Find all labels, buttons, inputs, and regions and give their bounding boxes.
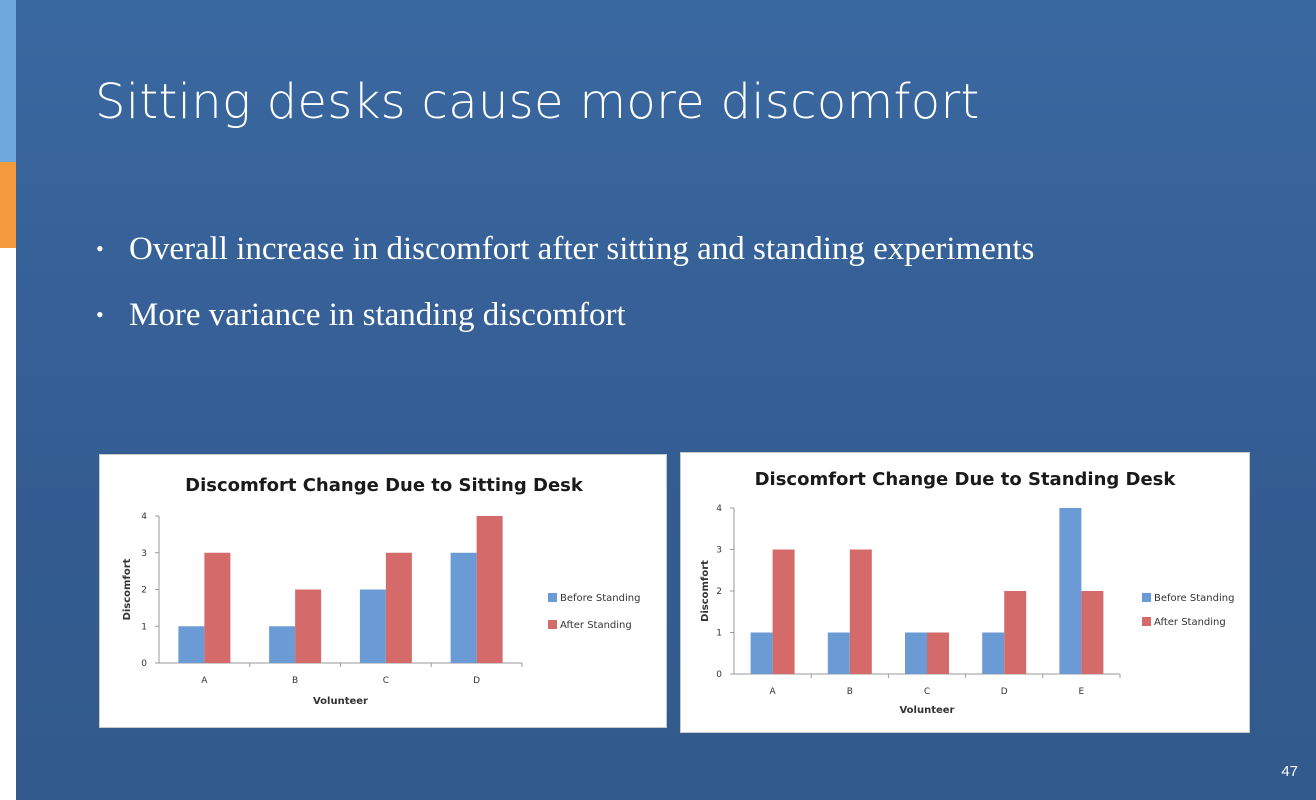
slide-title: Sitting desks cause more discomfort xyxy=(95,74,980,130)
y-tick-label: 4 xyxy=(716,504,722,514)
bar-before xyxy=(750,632,773,674)
bar-before xyxy=(905,632,927,674)
x-axis-label: Volunteer xyxy=(313,696,368,707)
standing-chart-frame: Discomfort Change Due to Standing Desk 0 1… xyxy=(680,452,1250,733)
bar-after xyxy=(927,632,949,674)
x-tick-label: D xyxy=(1001,687,1008,697)
legend-swatch xyxy=(548,620,557,629)
page-number: 47 xyxy=(1281,763,1298,780)
bar-before xyxy=(359,589,386,663)
x-tick-label: E xyxy=(1079,687,1085,697)
y-tick-label: 0 xyxy=(716,670,722,680)
x-tick-label: D xyxy=(473,676,480,686)
legend-label: Before Standing xyxy=(1154,593,1234,604)
accent-bar-blue xyxy=(0,0,16,162)
legend-swatch xyxy=(548,593,557,602)
y-tick-label: 2 xyxy=(716,587,722,597)
legend-swatch xyxy=(1142,617,1151,626)
x-tick-label: A xyxy=(770,687,777,697)
y-tick-label: 4 xyxy=(141,512,147,522)
legend-label: After Standing xyxy=(560,620,632,631)
y-tick-label: 1 xyxy=(141,622,147,632)
x-tick-label: B xyxy=(847,687,853,697)
accent-bar-orange xyxy=(0,162,16,248)
bar-after xyxy=(204,552,231,663)
chart-title: Discomfort Change Due to Sitting Desk xyxy=(185,475,584,496)
y-tick-label: 0 xyxy=(141,659,147,669)
x-tick-label: A xyxy=(201,676,208,686)
bar-after xyxy=(849,549,872,674)
y-axis-label: Discomfort xyxy=(700,560,711,622)
y-axis-label: Discomfort xyxy=(122,558,133,620)
bullet-item: • Overall increase in discomfort after s… xyxy=(96,228,1076,270)
x-tick-label: C xyxy=(924,687,930,697)
y-tick-label: 3 xyxy=(141,549,147,559)
bar-after xyxy=(772,549,795,674)
bar-after xyxy=(1004,591,1027,674)
legend-swatch xyxy=(1142,593,1151,602)
y-tick-label: 2 xyxy=(141,586,147,596)
y-tick-label: 1 xyxy=(716,629,722,639)
bar-before xyxy=(982,632,1005,674)
bar-after xyxy=(385,552,412,663)
sitting-chart-frame: Discomfort Change Due to Sitting Desk 0 1 2… xyxy=(99,454,667,728)
bar-after xyxy=(476,516,503,663)
chart-title: Discomfort Change Due to Standing Desk xyxy=(755,469,1177,490)
legend-label: Before Standing xyxy=(560,593,640,604)
legend-label: After Standing xyxy=(1154,617,1226,628)
bar-before xyxy=(450,552,477,663)
accent-bar-white xyxy=(0,248,16,800)
bullet-item: • More variance in standing discomfort xyxy=(96,294,1076,336)
bar-after xyxy=(1081,591,1104,674)
sitting-desk-chart: Discomfort Change Due to Sitting Desk 0 1 2… xyxy=(122,475,640,707)
bullet-list: • Overall increase in discomfort after s… xyxy=(96,228,1076,360)
x-axis-label: Volunteer xyxy=(899,705,954,716)
y-tick-label: 3 xyxy=(716,546,722,556)
standing-desk-chart: Discomfort Change Due to Standing Desk 0 1… xyxy=(700,469,1234,716)
bar-before xyxy=(178,626,205,663)
x-tick-label: C xyxy=(383,676,389,686)
bar-before xyxy=(1059,508,1082,674)
bar-before xyxy=(269,626,296,663)
bullet-text: Overall increase in discomfort after sit… xyxy=(129,231,1035,267)
x-tick-label: B xyxy=(292,676,298,686)
bar-before xyxy=(827,632,850,674)
bullet-dot-icon: • xyxy=(96,236,104,261)
bar-after xyxy=(295,589,322,663)
bullet-dot-icon: • xyxy=(96,302,104,327)
bullet-text: More variance in standing discomfort xyxy=(129,297,626,333)
